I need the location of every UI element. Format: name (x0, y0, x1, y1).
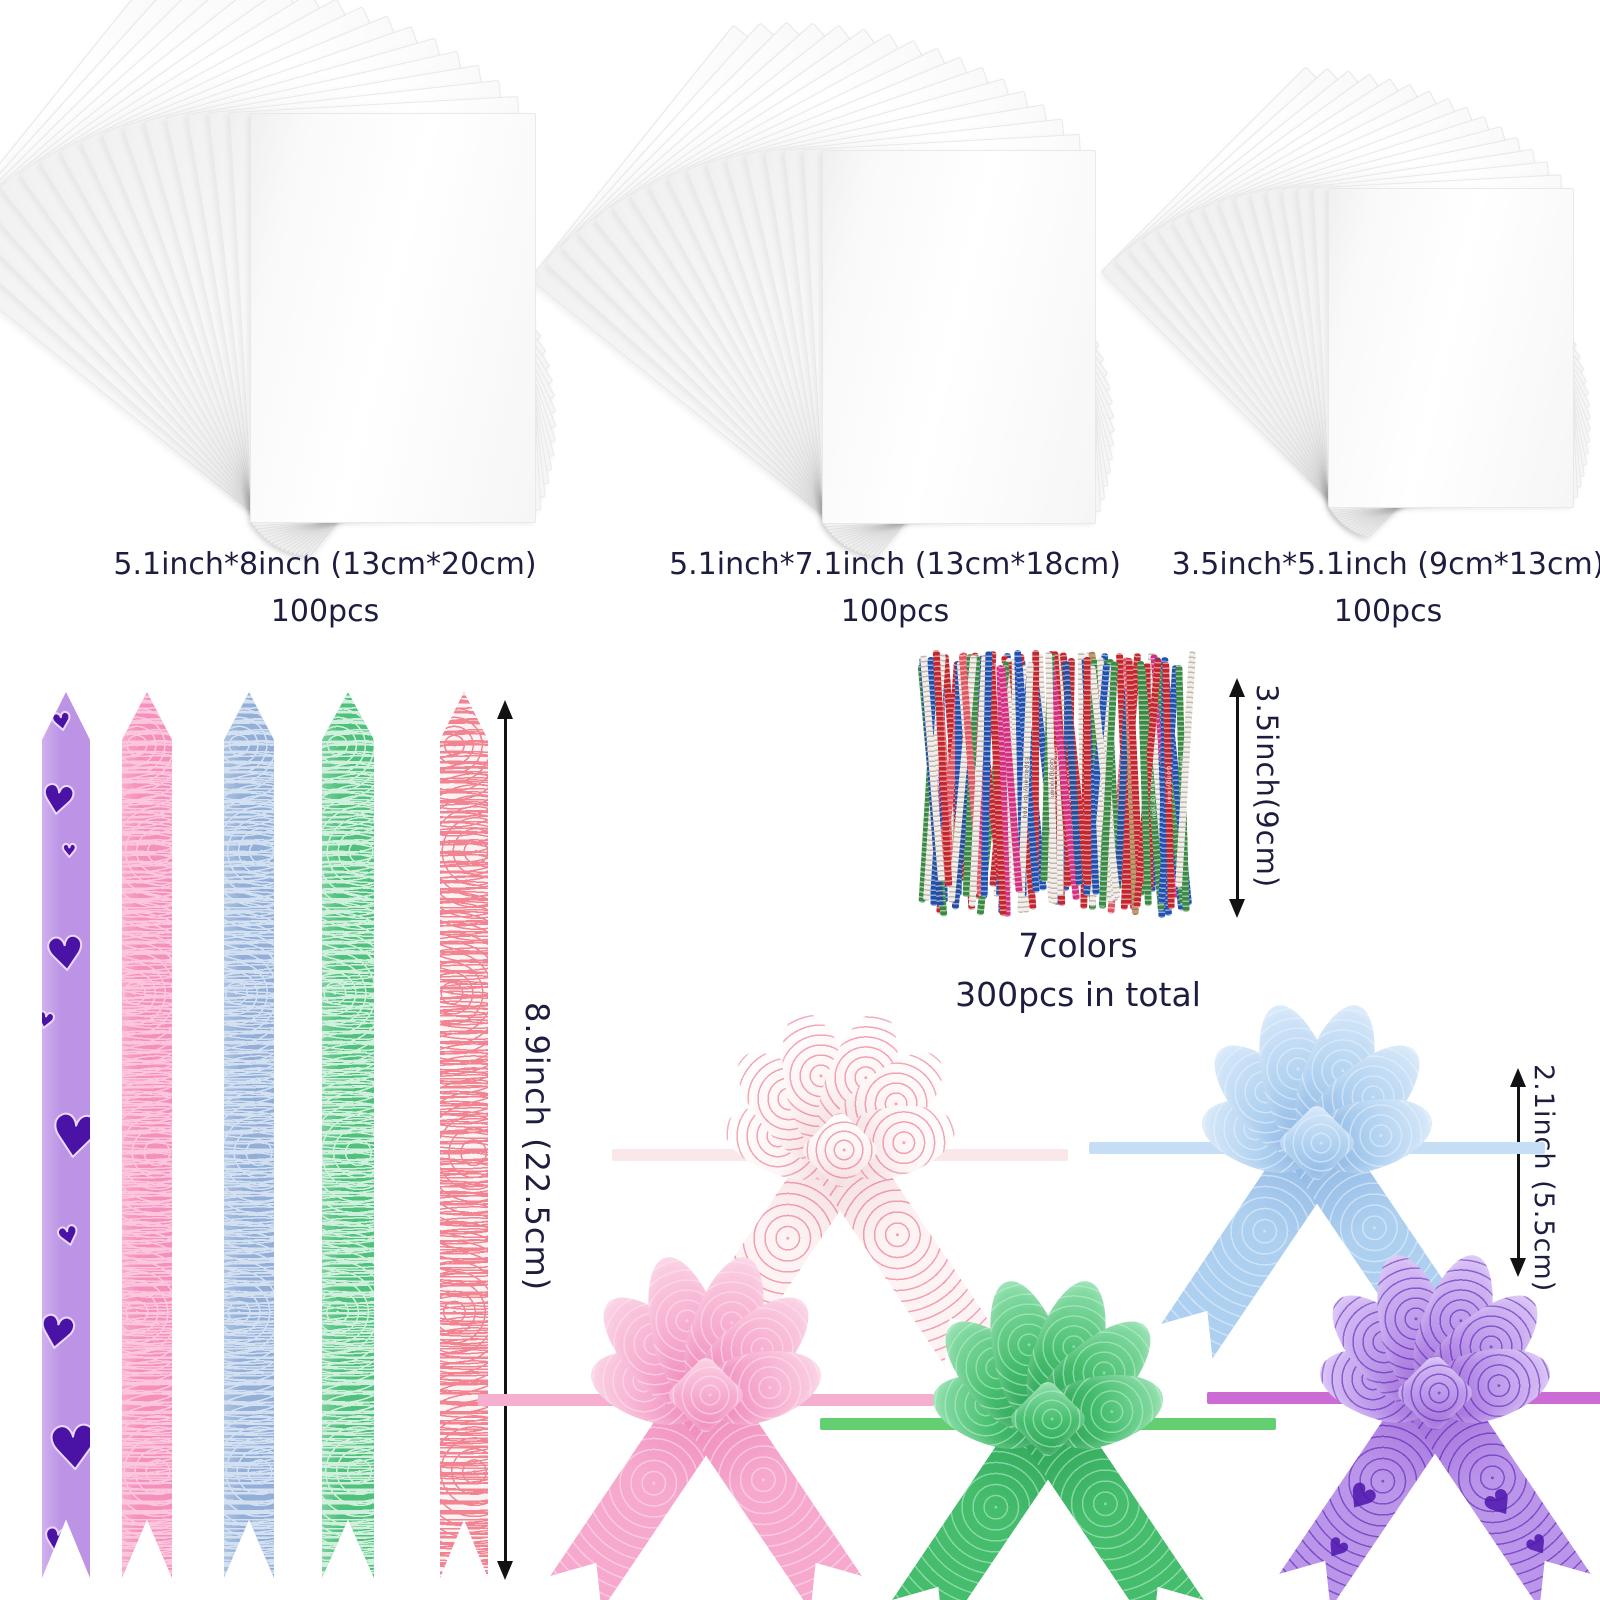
heart-icon: ♥ (1476, 1479, 1524, 1530)
ribbon-length-arrow-icon (497, 700, 513, 1580)
bag-size-text: 5.1inch*7.1inch (13cm*18cm) (669, 547, 1121, 582)
bag-size-text: 5.1inch*8inch (13cm*20cm) (113, 547, 537, 582)
bag-sheet (1328, 188, 1574, 508)
heart-icon: ♥ (37, 774, 80, 827)
pull-bow-green-bow (788, 1259, 1308, 1600)
bow-height-arrow-icon (1510, 1068, 1526, 1277)
heart-icon: ♥ (43, 1411, 103, 1487)
bag-sheet (822, 150, 1096, 524)
heart-icon: ♥ (39, 1519, 76, 1565)
heart-icon: ♥ (1520, 1527, 1557, 1566)
bag-qty-text: 100pcs (270, 594, 380, 629)
heart-icon: ♥ (47, 705, 75, 738)
pull-bow-pink-bow (446, 1235, 966, 1600)
ribbon-strip-green-roses (322, 692, 374, 1578)
twist-tie-strand (1083, 657, 1092, 886)
twist-tie-notes: 7colors 300pcs in total (818, 926, 1338, 1014)
twist-tie-dimension-arrow-icon (1229, 678, 1245, 918)
twist-tie-bundle: Especially for youGongyixianEspecially f… (917, 648, 1200, 918)
bow-height-label: 2.1inch (5.5cm) (1528, 1064, 1559, 1293)
bag-size-label-2: 5.1inch*7.1inch (13cm*18cm) 100pcs (615, 548, 1175, 628)
bag-stack-13x20 (0, 0, 557, 559)
heart-icon: ♥ (53, 1218, 85, 1255)
ribbon-length-label: 8.9inch (22.5cm) (518, 1002, 556, 1292)
heart-icon: ♥ (33, 1006, 59, 1037)
bag-sheet (250, 113, 536, 523)
twist-tie-colors-note: 7colors (1018, 926, 1138, 965)
bag-size-label-1: 5.1inch*8inch (13cm*20cm) 100pcs (45, 548, 605, 628)
ribbon-strip-blue-roses (224, 692, 274, 1578)
ribbon-strip-pink-roses (122, 692, 172, 1578)
bag-qty-text: 100pcs (1333, 594, 1443, 629)
pull-bow-white-rose-bow (580, 990, 1100, 1420)
ribbon-strip-white-red-roses (440, 692, 488, 1578)
heart-icon: ♥ (1318, 1530, 1355, 1569)
heart-icon: ♥ (60, 840, 78, 862)
bag-stack-13x18 (528, 21, 1116, 559)
heart-icon: ♥ (44, 1100, 105, 1175)
bag-size-label-3: 3.5inch*5.1inch (9cm*13cm) 100pcs (1108, 548, 1600, 628)
heart-icon: ♥ (42, 924, 90, 984)
bag-qty-text: 100pcs (840, 594, 950, 629)
ribbon-strip-purple-hearts: ♥ ♥ ♥ ♥ ♥ ♥ ♥ ♥ ♥ ♥ (42, 692, 90, 1578)
heart-icon: ♥ (33, 1304, 82, 1363)
pull-bow-purple-bow: ♥ ♥ ♥ ♥ (1175, 1233, 1600, 1600)
pull-bow-blue-bow (1057, 983, 1577, 1413)
bag-stack-9x13 (1100, 66, 1592, 539)
twist-tie-total-note: 300pcs in total (955, 975, 1201, 1014)
bag-size-text: 3.5inch*5.1inch (9cm*13cm) (1171, 547, 1600, 582)
twist-tie-dimension-label: 3.5inch(9cm) (1250, 684, 1284, 889)
heart-icon: ♥ (1336, 1473, 1385, 1524)
